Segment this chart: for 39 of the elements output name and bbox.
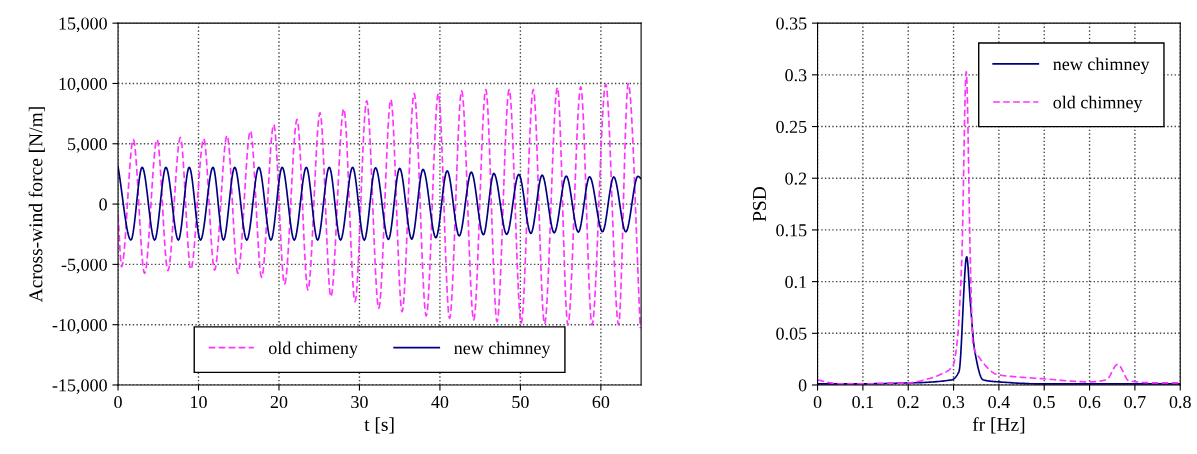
- x-tick-label: 0.7: [1124, 395, 1146, 409]
- y-tick-label: 0.2: [785, 172, 807, 185]
- x-tick-label: 20: [270, 395, 288, 409]
- y-tick-label: 0.35: [776, 17, 807, 30]
- y-tick-label: 0: [99, 198, 107, 211]
- y-tick-label: 0: [798, 379, 807, 392]
- y-tick-label: 10,000: [59, 77, 107, 93]
- y-tick-label: -10,000: [52, 318, 107, 334]
- legend-label: old chimney: [1053, 95, 1143, 113]
- x-tick-label: 0: [813, 395, 822, 409]
- legend-label: old chimeny: [268, 341, 358, 358]
- y-tick-label: 0.3: [785, 69, 807, 82]
- x-axis-title: fr [Hz]: [972, 417, 1025, 434]
- y-tick-label: -5,000: [61, 258, 107, 274]
- x-tick-label: 0.4: [988, 395, 1010, 409]
- legend-label: new chimney: [1053, 57, 1150, 75]
- x-tick-label: 0.2: [897, 395, 919, 409]
- x-tick-label: 40: [431, 395, 449, 409]
- y-tick-label: 0.15: [776, 224, 807, 237]
- y-tick-label: 0.25: [776, 120, 807, 134]
- x-tick-label: 0.5: [1033, 395, 1055, 409]
- x-tick-label: 50: [512, 395, 529, 409]
- y-tick-label: 15,000: [59, 17, 107, 33]
- y-axis-title: PSD: [752, 187, 767, 222]
- x-tick-label: 0: [114, 395, 122, 409]
- y-axis-title: Across-wind force [N/m]: [28, 107, 45, 303]
- x-tick-label: 60: [592, 395, 610, 409]
- x-tick-label: 0.3: [942, 395, 965, 409]
- y-tick-label: 0.1: [785, 275, 807, 289]
- y-tick-label: 0.05: [776, 327, 807, 340]
- x-tick-label: 0.1: [852, 395, 874, 409]
- x-tick-label: 30: [351, 395, 368, 409]
- legend-label: new chimney: [454, 341, 551, 358]
- y-tick-label: 5,000: [68, 138, 107, 153]
- x-tick-label: 10: [191, 395, 207, 409]
- x-tick-label: 0.6: [1078, 395, 1101, 409]
- x-axis-title: t [s]: [364, 417, 394, 434]
- x-tick-label: 0.8: [1169, 395, 1191, 409]
- y-tick-label: -15,000: [52, 379, 107, 395]
